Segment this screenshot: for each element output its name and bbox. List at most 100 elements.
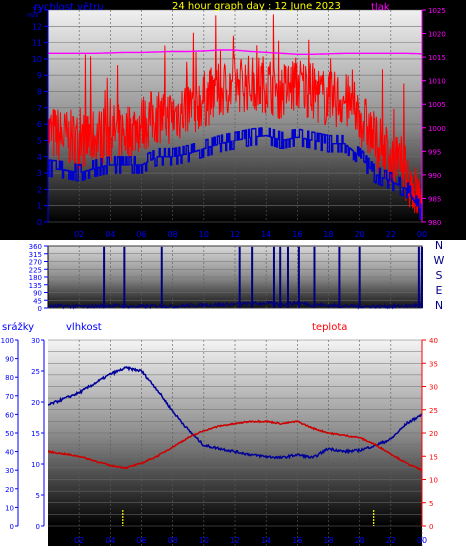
- compass-letter: W: [434, 254, 445, 267]
- rain-tick-label: 80: [5, 374, 14, 382]
- bottom-time-label: 14: [261, 536, 271, 545]
- pressure-tick-label: 1000: [428, 125, 446, 133]
- temperature-axis-ticks: 0 5 10 15 20 25 30 35 40: [421, 337, 438, 531]
- pressure-tick-label: 1015: [428, 54, 446, 62]
- bottom-time-label: 00: [417, 536, 427, 545]
- temperature-tick-label: 20: [429, 430, 438, 438]
- temperature-tick-label: 30: [429, 384, 438, 392]
- humidity-tick-label: 5: [36, 492, 40, 500]
- bottom-time-label: 22: [386, 536, 396, 545]
- bottom-time-label: 02: [74, 536, 84, 545]
- top-time-label: 06: [136, 230, 146, 239]
- top-time-label: 10: [199, 230, 209, 239]
- temperature-line: [48, 419, 423, 472]
- rain-tick-label: 50: [5, 430, 14, 438]
- bottom-gridlines: [48, 339, 423, 546]
- top-time-label: 18: [323, 230, 333, 239]
- rain-tick-label: 90: [5, 356, 14, 364]
- direction-tick-label: 135: [29, 282, 42, 290]
- humidity-tick-label: 30: [31, 337, 40, 345]
- direction-tick-label: 315: [29, 251, 42, 259]
- top-time-label: 00: [417, 230, 427, 239]
- rain-label: srážky: [2, 321, 34, 333]
- bottom-time-label: 12: [230, 536, 240, 545]
- direction-tick-label: 225: [29, 266, 42, 274]
- bottom-time-label: 10: [199, 536, 209, 545]
- pressure-tick-label: 985: [428, 195, 441, 203]
- bottom-time-axis-ticks: 02 04 06 08 10 12 14 16 18 20 22 00: [74, 536, 427, 545]
- humidity-label: vlhkost: [66, 322, 102, 333]
- direction-tick-label: 270: [29, 259, 42, 267]
- rain-tick-label: 30: [5, 467, 14, 475]
- rain-tick-label: 40: [5, 449, 14, 457]
- humidity-tick-label: 0: [36, 523, 40, 531]
- wind-tick-label: 8: [37, 88, 42, 97]
- wind-unit-label: m/s: [27, 12, 38, 19]
- humidity-tick-label: 10: [31, 461, 40, 469]
- wind-gust-line: [47, 14, 423, 223]
- temperature-tick-label: 40: [429, 337, 438, 345]
- top-time-label: 20: [355, 230, 365, 239]
- wind-tick-label: 9: [37, 71, 42, 80]
- top-time-label: 02: [74, 230, 84, 239]
- wind-tick-label: 10: [32, 55, 42, 64]
- pressure-label: tlak: [371, 2, 390, 13]
- pressure-tick-label: 1025: [428, 7, 446, 15]
- top-gridlines: [48, 9, 423, 223]
- bottom-series-lines: [47, 365, 423, 526]
- humidity-axis-ticks: 0 5 10 15 20 25 30: [31, 337, 45, 531]
- wind-tick-label: 1: [37, 202, 42, 211]
- compass-letter: S: [436, 269, 443, 282]
- rain-axis-ticks: 0 10 20 30 40 50 60 70 80 90 100: [1, 337, 19, 531]
- direction-series: [48, 246, 423, 310]
- compass-letter: E: [436, 284, 443, 297]
- bottom-time-label: 08: [168, 536, 178, 545]
- pressure-tick-label: 980: [428, 219, 441, 227]
- bottom-time-label: 20: [355, 536, 365, 545]
- top-time-label: 14: [261, 230, 271, 239]
- wind-tick-label: 5: [37, 136, 42, 145]
- rain-tick-label: 20: [5, 486, 14, 494]
- wind-average-line: [47, 127, 423, 220]
- wind-tick-label: 0: [37, 218, 42, 227]
- pressure-tick-label: 1005: [428, 101, 446, 109]
- direction-tick-label: 45: [33, 297, 42, 305]
- rain-tick-label: 100: [1, 337, 14, 345]
- temperature-tick-label: 0: [429, 523, 433, 531]
- direction-tick-label: 90: [33, 290, 42, 298]
- top-series-lines: [47, 14, 423, 223]
- bottom-time-label: 18: [323, 536, 333, 545]
- pressure-tick-label: 995: [428, 148, 441, 156]
- temperature-tick-label: 35: [429, 360, 438, 368]
- direction-tick-label: 180: [29, 274, 42, 282]
- humidity-tick-label: 20: [31, 399, 40, 407]
- rain-tick-label: 60: [5, 411, 14, 419]
- humidity-temperature-panel: srážky vlhkost teplota 01020304050607080…: [0, 321, 466, 554]
- wind-tick-label: 3: [37, 169, 42, 178]
- wind-tick-label: 13: [32, 6, 42, 15]
- pressure-line: [48, 49, 422, 55]
- direction-tick-label: 360: [29, 243, 42, 251]
- temperature-label: teplota: [312, 322, 347, 333]
- bottom-time-label: 04: [105, 536, 115, 545]
- humidity-tick-label: 15: [31, 430, 40, 438]
- top-time-label: 22: [386, 230, 396, 239]
- top-time-label: 16: [292, 230, 302, 239]
- pressure-tick-label: 1010: [428, 78, 446, 86]
- wind-pressure-panel: rychlost větru 24 hour graph day : 12 Ju…: [0, 0, 466, 240]
- bottom-time-label: 16: [292, 536, 302, 545]
- pressure-axis-ticks: 980 985 990 995 1000 1005 1010 1015 1020 1025: [421, 7, 446, 227]
- compass-letter: N: [435, 299, 443, 312]
- rain-tick-label: 10: [5, 504, 14, 512]
- wind-tick-label: 11: [32, 39, 42, 48]
- compass-letter: N: [435, 239, 443, 252]
- pressure-tick-label: 1020: [428, 31, 446, 39]
- wind-tick-label: 4: [37, 153, 42, 162]
- humidity-line: [47, 365, 423, 460]
- top-time-label: 12: [230, 230, 240, 239]
